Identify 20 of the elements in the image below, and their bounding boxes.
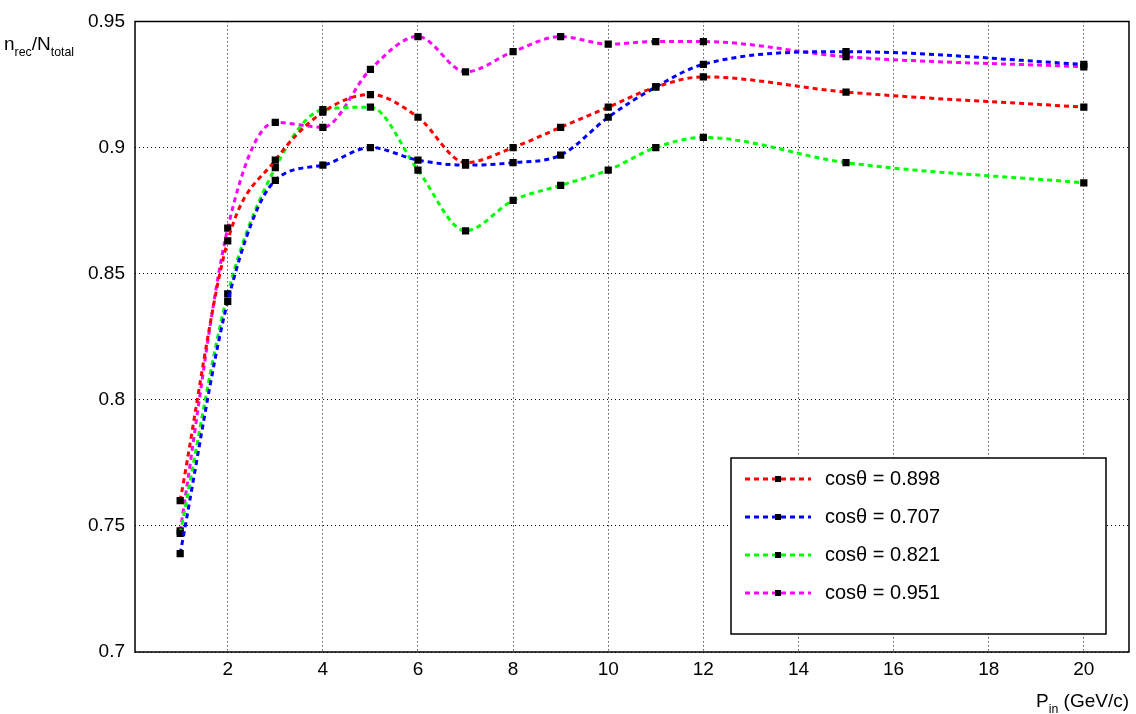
x-tick-label: 12 bbox=[692, 657, 714, 679]
x-tick-label: 8 bbox=[507, 657, 519, 679]
x-tick-label: 10 bbox=[597, 657, 619, 679]
x-tick-label: 14 bbox=[787, 657, 810, 679]
x-tick-label: 6 bbox=[412, 657, 424, 679]
legend-label: cosθ = 0.951 bbox=[825, 580, 941, 603]
y-tick-label: 0.85 bbox=[88, 261, 125, 283]
x-tick-label: 4 bbox=[317, 657, 329, 679]
x-tick-label: 16 bbox=[883, 657, 905, 679]
legend-label: cosθ = 0.898 bbox=[825, 466, 941, 489]
y-tick-label: 0.8 bbox=[98, 387, 125, 409]
y-tick-label: 0.95 bbox=[88, 9, 125, 31]
y-tick-label: 0.75 bbox=[88, 514, 125, 536]
x-tick-label: 18 bbox=[978, 657, 1000, 679]
x-tick-label: 2 bbox=[222, 657, 234, 679]
y-tick-label: 0.9 bbox=[98, 135, 125, 157]
legend-label: cosθ = 0.821 bbox=[825, 542, 941, 565]
legend-label: cosθ = 0.707 bbox=[825, 504, 941, 527]
x-tick-label: 20 bbox=[1073, 657, 1095, 679]
y-tick-label: 0.7 bbox=[98, 640, 125, 662]
